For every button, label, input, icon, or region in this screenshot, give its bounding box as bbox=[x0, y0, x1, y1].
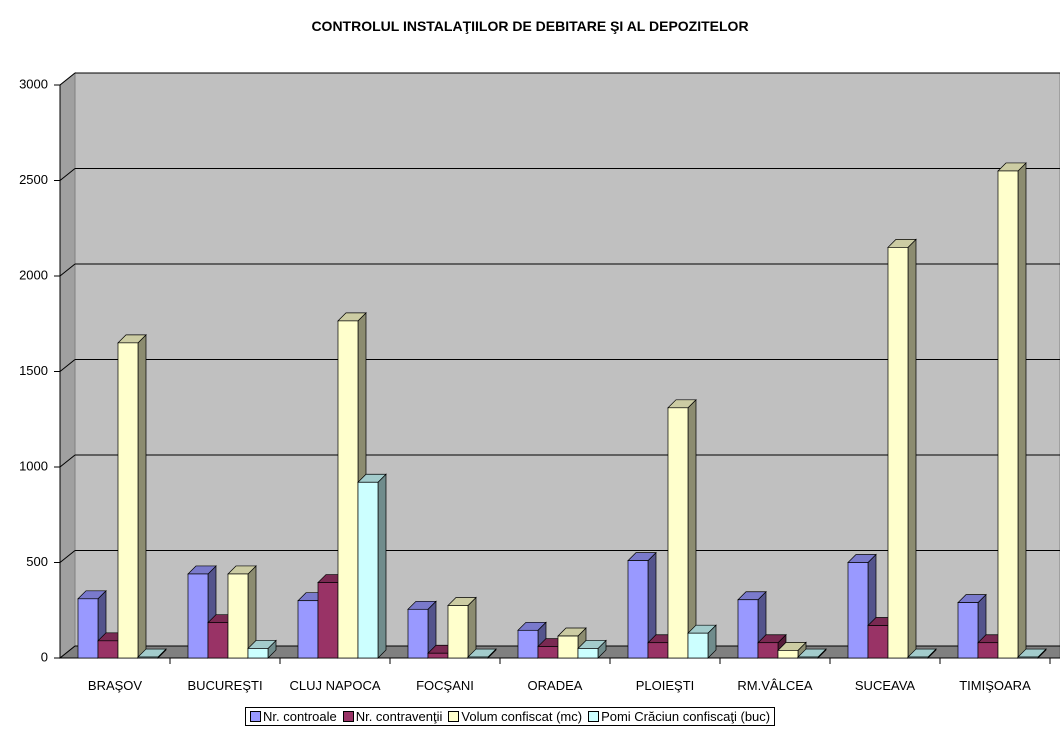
grid-line bbox=[59, 454, 76, 468]
bar bbox=[627, 560, 649, 659]
bar bbox=[577, 648, 599, 659]
bar bbox=[557, 635, 579, 659]
grid-line bbox=[59, 72, 76, 86]
x-tick-label: BRAŞOV bbox=[87, 678, 143, 693]
bar bbox=[467, 656, 489, 659]
grid-line bbox=[59, 550, 76, 563]
bar bbox=[887, 247, 909, 659]
y-tick-label: 0 bbox=[41, 649, 48, 664]
bar bbox=[97, 640, 119, 659]
legend: Nr. controale Nr. contravenţii Volum confi… bbox=[245, 707, 776, 726]
bar bbox=[117, 342, 139, 659]
bar bbox=[517, 629, 539, 659]
legend-label: Nr. contravenţii bbox=[355, 709, 443, 724]
y-tick-label: 1000 bbox=[19, 458, 48, 473]
bar bbox=[777, 650, 799, 659]
bar bbox=[1017, 656, 1039, 659]
legend-item: Nr. controale bbox=[250, 709, 337, 724]
x-tick-label: PLOIEŞTI bbox=[635, 678, 695, 693]
grid-line bbox=[59, 263, 76, 277]
bar bbox=[427, 652, 449, 659]
bar bbox=[317, 582, 339, 659]
y-tick-label: 3000 bbox=[19, 76, 48, 91]
bar bbox=[797, 656, 819, 659]
bar bbox=[997, 170, 1019, 659]
bar bbox=[227, 573, 249, 659]
y-tick-label: 1500 bbox=[19, 363, 48, 378]
bar bbox=[357, 481, 379, 659]
chart-title: CONTROLUL INSTALAŢIILOR DE DEBITARE ŞI A… bbox=[311, 18, 749, 34]
grid-line bbox=[59, 359, 76, 372]
bar bbox=[137, 656, 159, 659]
y-tick-label: 2500 bbox=[19, 172, 48, 187]
x-tick-label: ORADEA bbox=[527, 678, 583, 693]
legend-swatch bbox=[448, 711, 460, 722]
bar bbox=[687, 632, 709, 659]
legend-swatch bbox=[588, 711, 600, 722]
bar bbox=[907, 656, 929, 659]
bar bbox=[447, 605, 469, 659]
bar bbox=[647, 642, 669, 659]
bar bbox=[207, 622, 229, 659]
grid-line bbox=[59, 645, 76, 659]
bar bbox=[667, 407, 689, 659]
bar bbox=[337, 320, 359, 659]
bar-side bbox=[907, 238, 917, 659]
x-tick-label: CLUJ NAPOCA bbox=[289, 678, 381, 693]
bar bbox=[247, 648, 269, 659]
bar bbox=[537, 646, 559, 659]
legend-swatch bbox=[342, 711, 354, 722]
bar-side bbox=[687, 398, 697, 659]
grid-line bbox=[59, 168, 76, 181]
legend-item: Volum confiscat (mc) bbox=[448, 709, 582, 724]
x-tick-label: RM.VÂLCEA bbox=[737, 678, 813, 693]
bar-side bbox=[1017, 162, 1027, 659]
x-tick-label: SUCEAVA bbox=[854, 678, 916, 693]
bar bbox=[187, 573, 209, 659]
y-tick-label: 2000 bbox=[19, 267, 48, 282]
bar bbox=[867, 625, 889, 659]
bar-side bbox=[377, 473, 387, 659]
x-tick-label: TIMIŞOARA bbox=[959, 678, 1031, 693]
bar bbox=[737, 599, 759, 659]
y-tick-label: 500 bbox=[26, 554, 48, 569]
bar bbox=[977, 642, 999, 659]
bar-side bbox=[137, 334, 147, 659]
legend-label: Volum confiscat (mc) bbox=[461, 709, 583, 724]
bar bbox=[957, 602, 979, 659]
bar bbox=[847, 562, 869, 659]
x-tick-label: FOCŞANI bbox=[416, 678, 474, 693]
legend-label: Pomi Crăciun confiscaţi (buc) bbox=[601, 709, 771, 724]
bar-side bbox=[467, 596, 477, 659]
legend-item: Nr. contravenţii bbox=[342, 709, 443, 724]
bar bbox=[297, 600, 319, 659]
legend-swatch bbox=[250, 711, 261, 722]
legend-item: Pomi Crăciun confiscaţi (buc) bbox=[588, 709, 770, 724]
x-tick-label: BUCUREŞTI bbox=[187, 678, 263, 693]
legend-label: Nr. controale bbox=[263, 709, 337, 724]
bar bbox=[77, 598, 99, 659]
bar bbox=[757, 642, 779, 659]
bar bbox=[407, 608, 429, 659]
